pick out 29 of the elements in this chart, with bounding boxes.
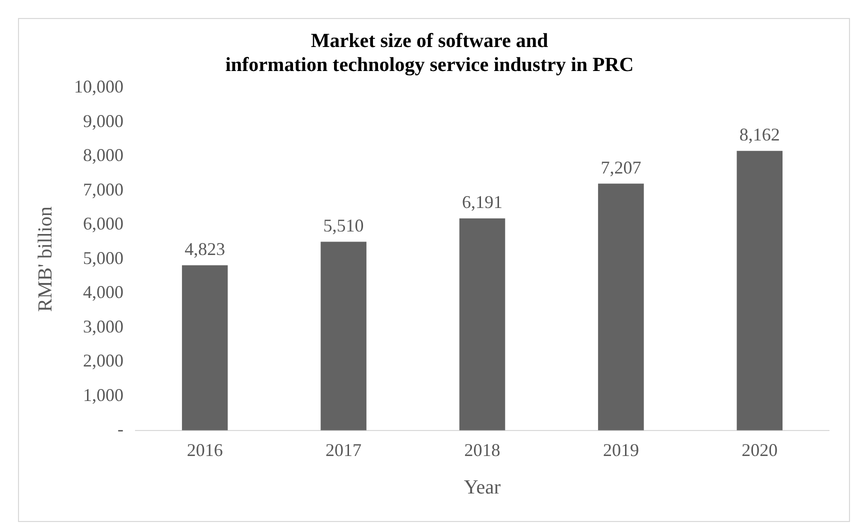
x-tick-label: 2017: [326, 440, 362, 460]
y-tick-label: 4,000: [83, 282, 124, 302]
y-tick-label: 6,000: [83, 214, 124, 234]
x-tick-label: 2020: [742, 440, 778, 460]
bar: [598, 184, 644, 430]
bar: [736, 150, 783, 430]
y-axis-title: RMB' billion: [34, 206, 56, 312]
x-tick-label: 2019: [602, 440, 639, 460]
data-label: 7,207: [600, 157, 642, 178]
data-label: 8,162: [739, 124, 780, 145]
x-tick-label: 2018: [464, 440, 500, 460]
data-label: 4,823: [184, 238, 226, 259]
y-tick-label: 3,000: [83, 316, 124, 336]
y-tick-label: 2,000: [83, 350, 124, 371]
y-tick-label: 9,000: [83, 110, 124, 131]
chart-title: Market size of software and information technology service industry in PRC: [225, 30, 634, 76]
y-tick-label: 10,000: [74, 76, 124, 97]
data-label: 5,510: [323, 215, 364, 236]
y-tick-label: 5,000: [83, 248, 124, 268]
y-tick-label: -: [118, 419, 124, 440]
bar: [320, 242, 366, 430]
y-tick-label: 1,000: [83, 384, 124, 405]
y-tick-label: 8,000: [83, 145, 124, 166]
data-label: 6,191: [462, 192, 502, 212]
x-axis-title: Year: [464, 476, 502, 498]
x-tick-label: 2016: [186, 440, 223, 460]
y-tick-label: 7,000: [83, 179, 124, 200]
bar: [182, 265, 228, 430]
bar: [459, 218, 506, 430]
